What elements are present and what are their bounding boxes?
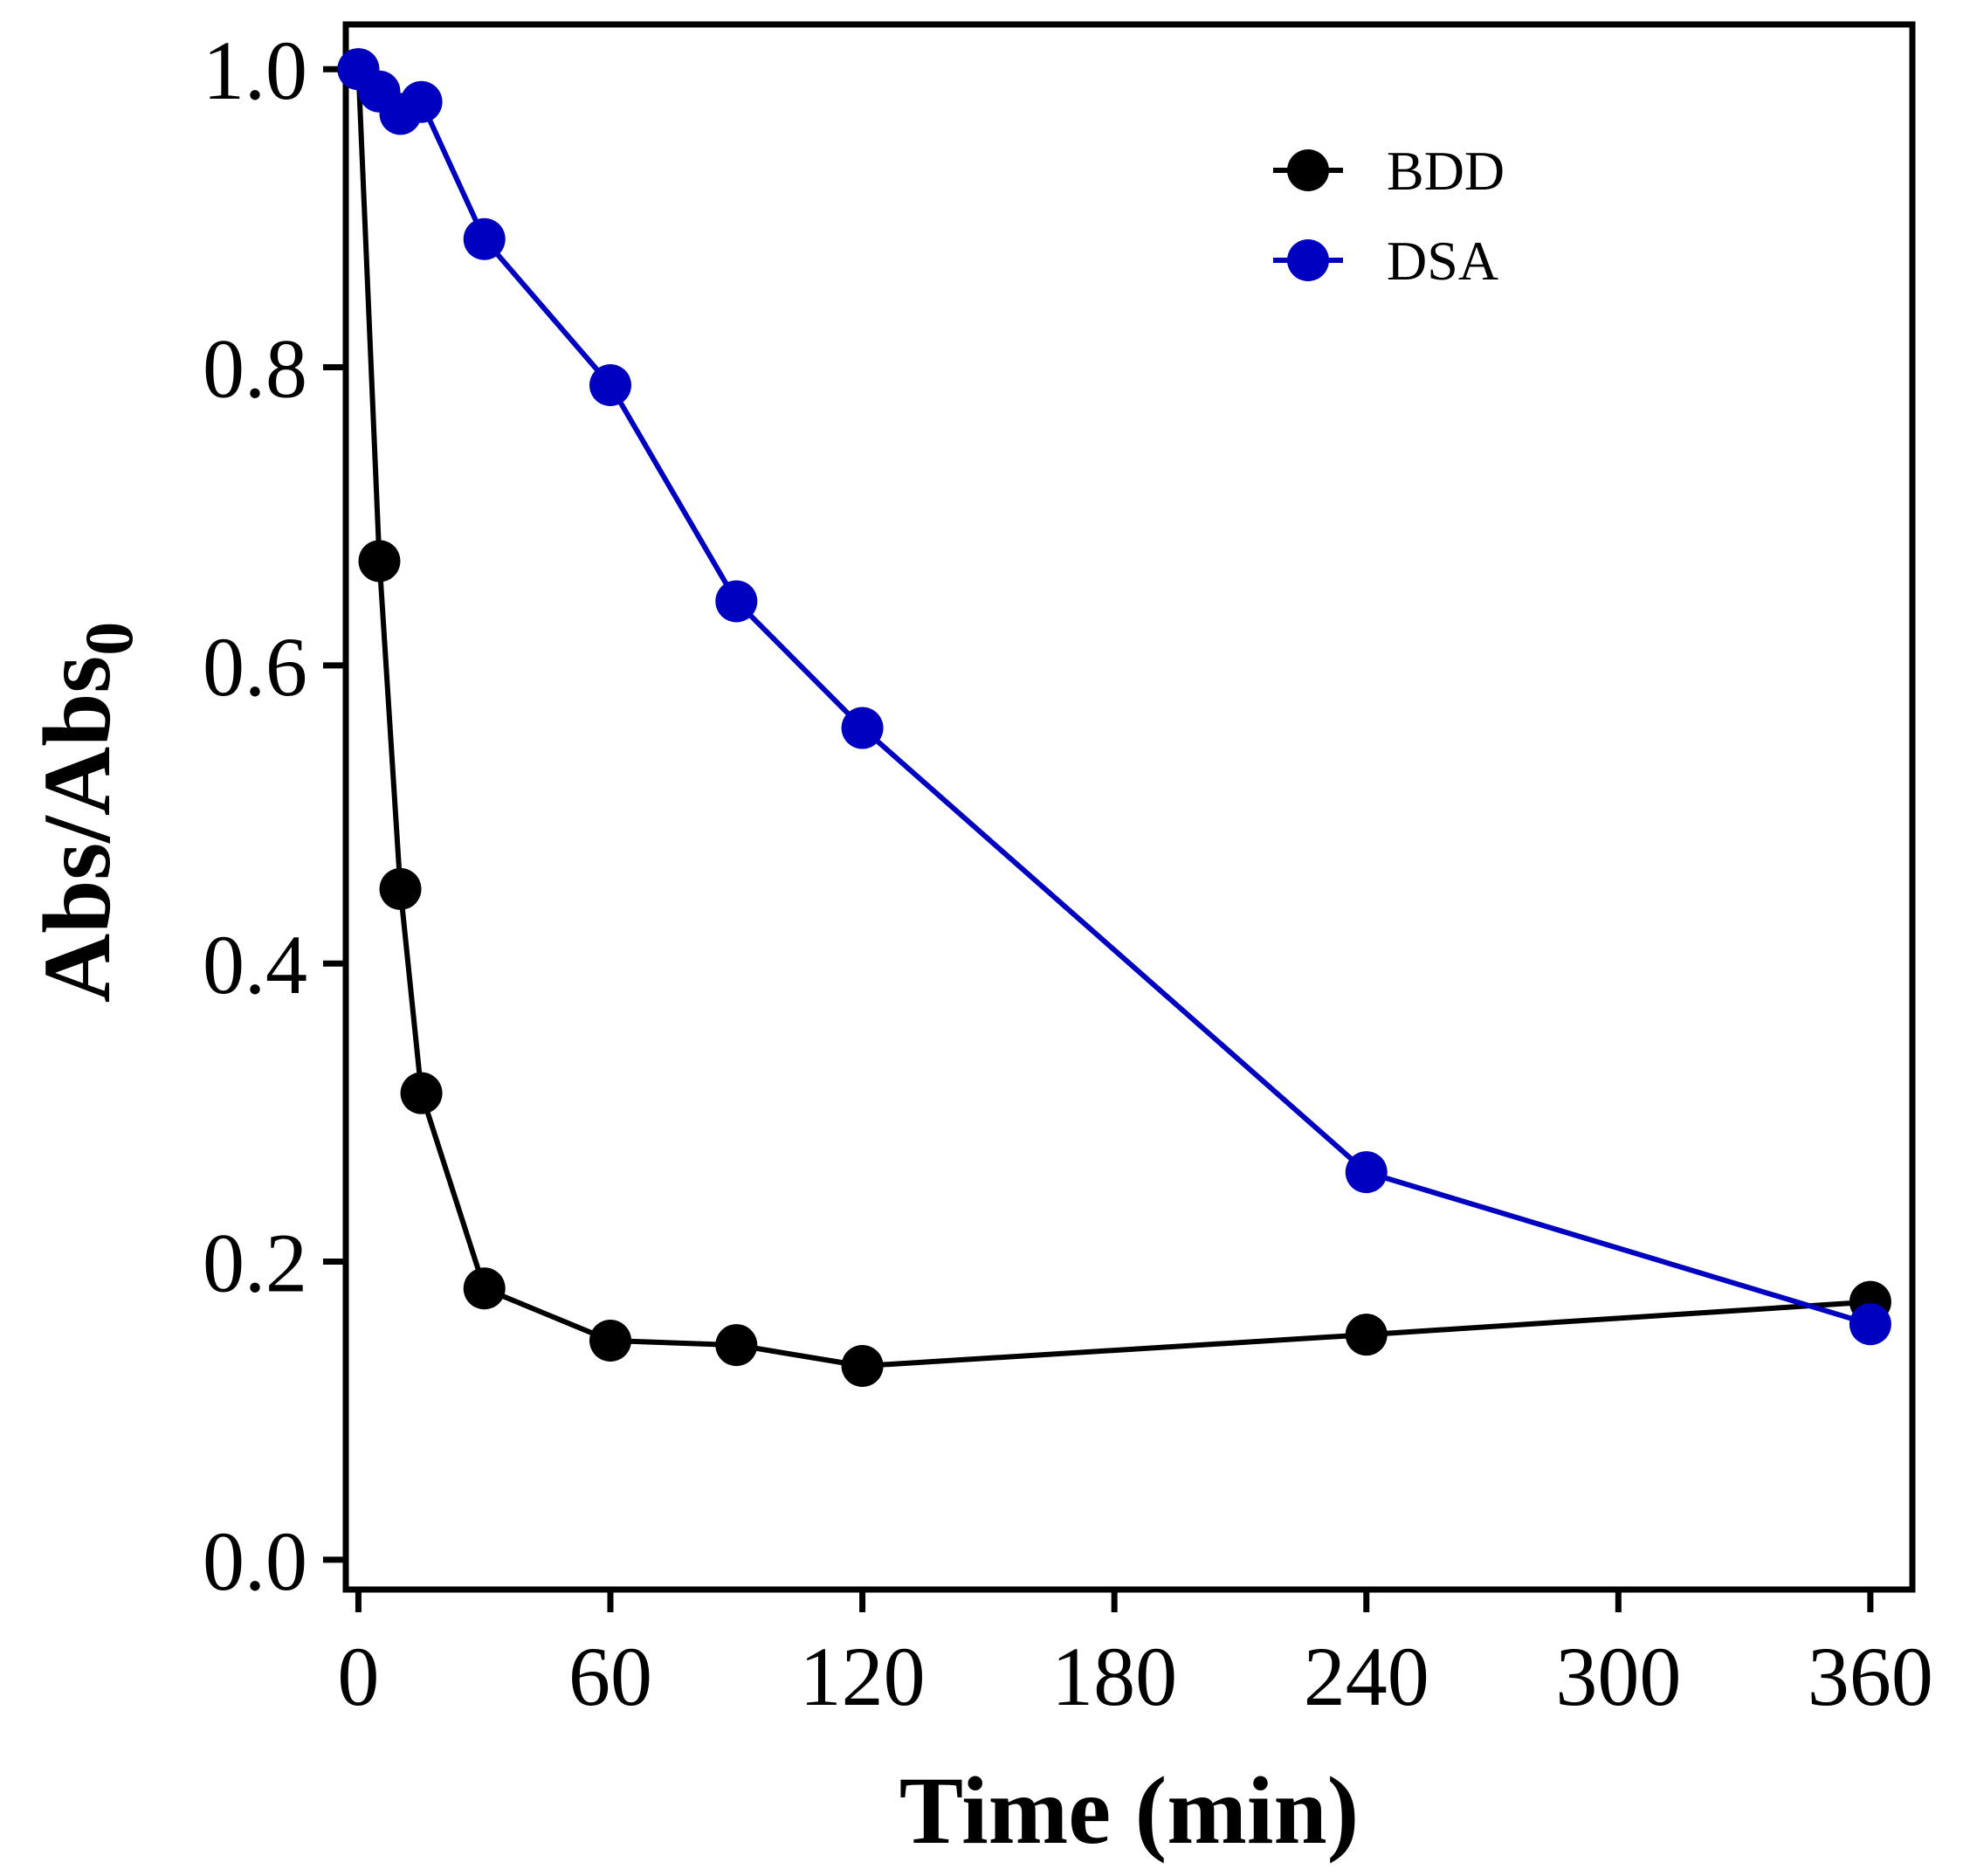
series-line-bdd [355,69,1871,1369]
data-point-bdd [715,1324,758,1367]
data-point-dsa [715,580,758,623]
data-point-dsa [463,217,506,260]
y-tick-label: 0.4 [203,918,307,1011]
x-axis-title: Time (min) [899,1757,1360,1864]
data-point-dsa [400,80,443,123]
x-tick-label: 300 [1555,1630,1681,1723]
x-tick-label: 360 [1808,1630,1933,1723]
legend-dsa-marker [1287,239,1329,281]
y-axis-title-subscript: 0 [71,622,147,656]
legend: BDD DSA [1273,140,1505,292]
series-line-dsa [356,67,1871,1328]
y-axis-title: Abs/Abs0 [24,622,147,1003]
series-layer [337,48,1891,1387]
data-point-bdd [1345,1314,1388,1356]
data-point-dsa [1345,1151,1388,1194]
series-bdd [337,48,1891,1387]
data-point-bdd [358,540,401,583]
y-tick-label: 0.0 [203,1514,307,1608]
legend-dsa-label: DSA [1387,230,1498,292]
plot-frame [342,21,1916,1593]
legend-bdd-marker [1287,149,1329,191]
series-dsa [337,48,1891,1346]
x-tick-label: 120 [800,1630,926,1723]
x-tick-label: 240 [1304,1630,1429,1723]
x-axis-ticks: 0 60 120 180 240 300 360 [337,1590,1933,1723]
y-tick-label: 0.2 [203,1217,307,1310]
y-axis-title-main: Abs/Abs [24,656,130,1003]
data-point-bdd [379,867,422,910]
y-tick-label: 0.6 [203,620,307,714]
legend-bdd-label: BDD [1387,140,1505,202]
data-point-bdd [400,1072,443,1114]
y-axis-ticks: 0.0 0.2 0.4 0.6 0.8 1.0 [203,24,346,1608]
data-point-dsa [1849,1303,1891,1346]
data-point-bdd [841,1345,884,1387]
x-tick-label: 180 [1051,1630,1177,1723]
data-point-dsa [589,364,632,407]
legend-item-dsa: DSA [1273,230,1498,292]
y-tick-label: 1.0 [203,24,307,117]
x-tick-label: 0 [337,1630,379,1723]
data-point-dsa [841,707,884,749]
legend-item-bdd: BDD [1273,140,1505,202]
data-point-bdd [463,1267,506,1310]
x-tick-label: 60 [568,1630,652,1723]
data-point-bdd [589,1319,632,1362]
y-tick-label: 0.8 [203,322,307,416]
